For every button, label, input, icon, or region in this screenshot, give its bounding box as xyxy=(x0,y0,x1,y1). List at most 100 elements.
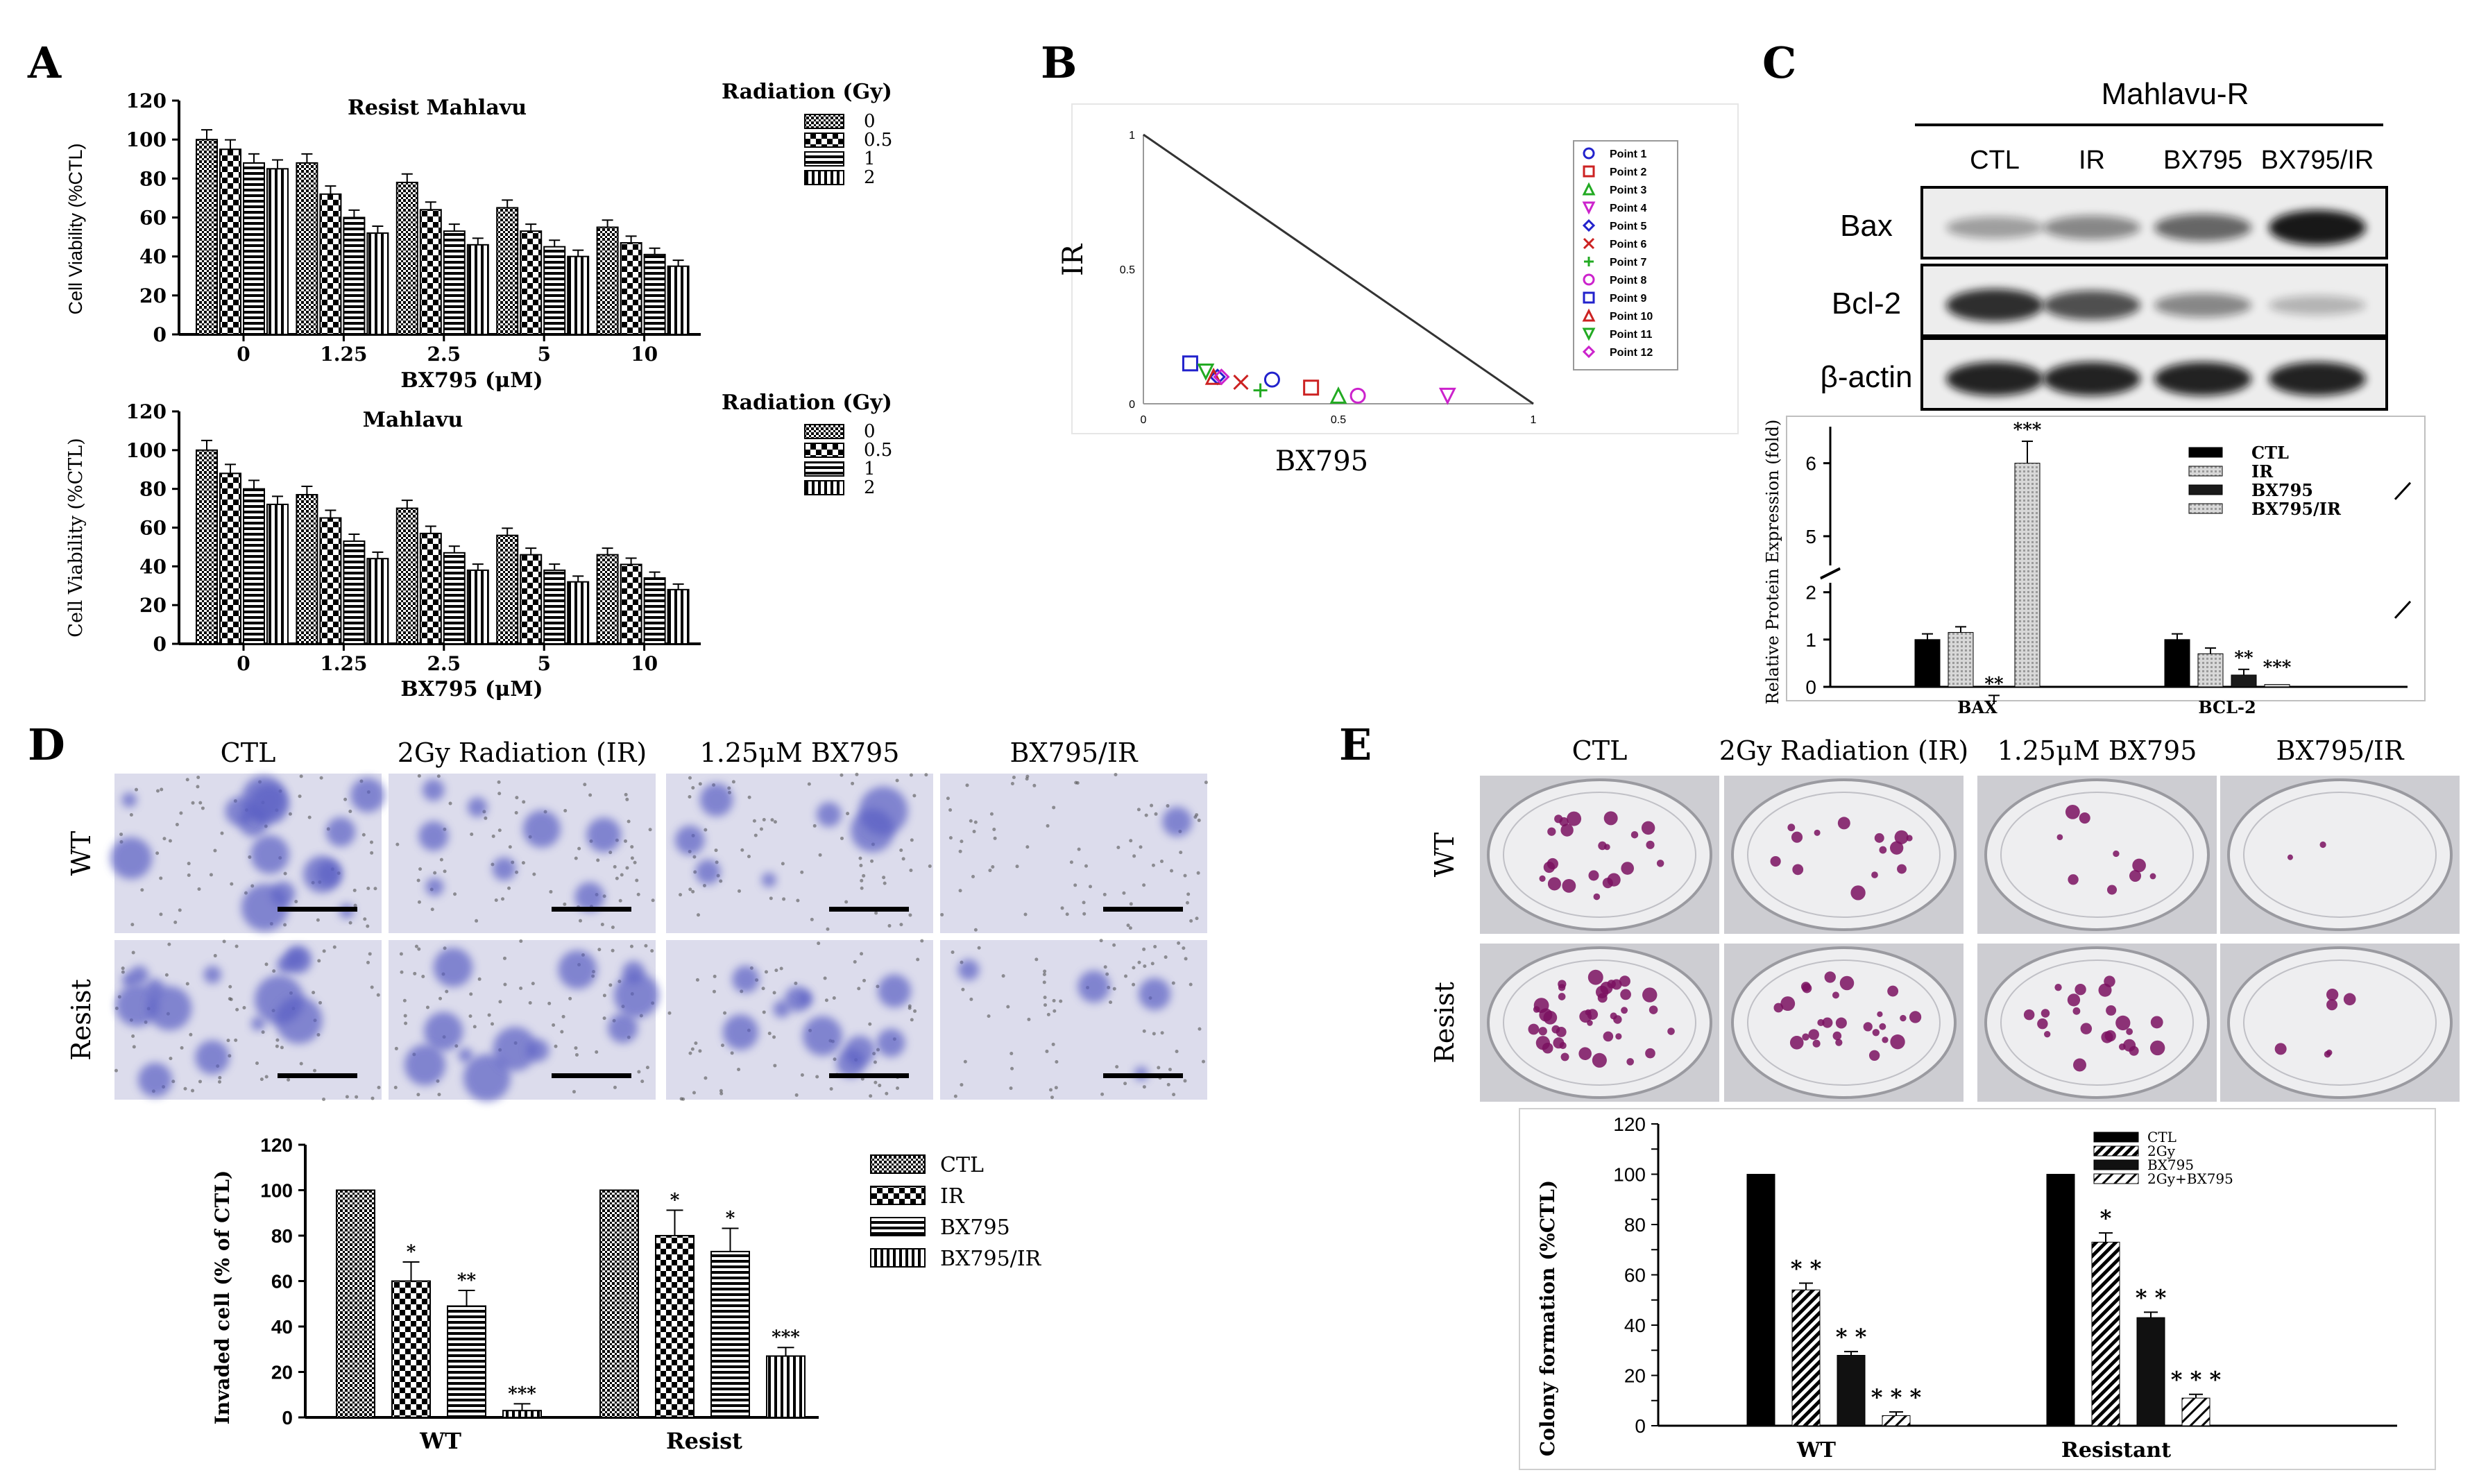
panel-b-isobologram: IR BX795 0 0.5 1 0 0.5 1 Point 1 Point 2 Point 3… xyxy=(1057,103,1739,477)
colony xyxy=(1543,1010,1558,1025)
y-tick-label: 0.5 xyxy=(1120,264,1135,276)
pore xyxy=(988,869,992,873)
pore xyxy=(987,1014,991,1018)
pore xyxy=(1182,946,1186,950)
invaded-cell xyxy=(463,1054,511,1102)
pore xyxy=(645,1066,649,1070)
legend-label: Point 10 xyxy=(1610,311,1653,323)
significance-label: * * xyxy=(1791,1255,1822,1281)
pore xyxy=(737,1067,741,1071)
legend-label: 2 xyxy=(864,167,876,188)
colony xyxy=(1808,1029,1819,1040)
pore xyxy=(1009,1086,1013,1091)
invaded-cell xyxy=(225,796,255,826)
bar xyxy=(266,504,289,645)
point-marker xyxy=(1329,386,1347,404)
pore xyxy=(1166,804,1170,808)
y-tick-label: 0 xyxy=(1129,399,1135,411)
pore xyxy=(767,1032,772,1036)
legend: Radiation (Gy) 00.512 xyxy=(722,391,892,498)
invaded-cell xyxy=(802,1016,843,1056)
pore xyxy=(322,949,326,953)
colony xyxy=(1871,871,1878,878)
pore xyxy=(235,944,239,948)
pore xyxy=(829,1086,833,1091)
invaded-cell xyxy=(433,948,473,987)
pore xyxy=(636,892,640,896)
y-tick-label: 6 xyxy=(1805,453,1816,475)
y-tick-label: 60 xyxy=(1624,1265,1646,1286)
legend-swatch xyxy=(804,461,844,477)
point-marker xyxy=(1182,355,1198,372)
point-marker xyxy=(1583,273,1595,286)
pore xyxy=(491,834,495,838)
colony xyxy=(1890,1034,1905,1050)
pore xyxy=(159,912,163,916)
row-label: β-actin xyxy=(1821,360,1913,394)
pore xyxy=(1046,1012,1050,1016)
bar xyxy=(502,1410,542,1419)
pore xyxy=(1051,1042,1055,1046)
y-tick-label: 60 xyxy=(139,207,167,230)
pore xyxy=(1136,808,1141,812)
pore xyxy=(769,896,773,901)
colony xyxy=(2106,1005,2117,1016)
pore xyxy=(185,982,189,986)
pore xyxy=(250,884,255,888)
point-marker xyxy=(1582,219,1596,232)
pore xyxy=(155,789,160,793)
colony xyxy=(1812,1039,1821,1048)
bar xyxy=(667,265,690,336)
row-label: WT xyxy=(66,831,96,876)
pore xyxy=(1059,999,1063,1003)
y-tick-label: 40 xyxy=(1624,1315,1646,1336)
pore xyxy=(414,944,418,948)
pore xyxy=(352,888,357,892)
dish-inner-rim xyxy=(2000,792,2194,918)
colony xyxy=(1588,870,1599,881)
pore xyxy=(191,1089,195,1093)
bar xyxy=(543,246,566,335)
pore xyxy=(1027,1017,1031,1021)
legend-label: 2Gy+BX795 xyxy=(2147,1170,2233,1187)
pore xyxy=(1137,960,1141,964)
pore xyxy=(248,855,252,859)
colony xyxy=(1770,855,1781,867)
culture-dish xyxy=(1480,776,1719,934)
pore xyxy=(747,855,751,859)
pore xyxy=(403,1014,407,1018)
blot-band xyxy=(2043,215,2140,240)
bar xyxy=(596,226,619,335)
pore xyxy=(169,1057,173,1061)
y-tick-label: 100 xyxy=(260,1180,293,1202)
legend-swatch xyxy=(2093,1159,2139,1170)
pore xyxy=(213,848,217,853)
pore xyxy=(134,787,138,792)
pore xyxy=(1099,939,1103,943)
pore xyxy=(764,970,768,974)
culture-dish xyxy=(1724,944,1963,1102)
legend-label: Point 9 xyxy=(1610,293,1646,305)
chart-frame xyxy=(1786,416,2426,701)
pore xyxy=(1122,891,1126,895)
culture-dish xyxy=(2220,944,2460,1102)
legend-swatch xyxy=(2093,1132,2139,1143)
dish-inner-rim xyxy=(2000,960,2194,1086)
bar xyxy=(395,507,418,645)
pore xyxy=(515,870,519,874)
colony xyxy=(1897,864,1907,874)
pore xyxy=(1089,885,1093,889)
pore xyxy=(131,1034,135,1039)
bar xyxy=(296,162,318,335)
colony xyxy=(2054,984,2062,991)
invaded-cell xyxy=(422,778,445,801)
panel-label-c: C xyxy=(1762,37,1796,88)
x-tick-label: WT xyxy=(1796,1438,1837,1462)
colony xyxy=(1835,1039,1843,1046)
pore xyxy=(318,1000,323,1005)
pore xyxy=(989,812,994,816)
bar xyxy=(2181,1397,2210,1426)
pore xyxy=(633,860,637,864)
legend-label: BX795/IR xyxy=(940,1247,1042,1271)
bar xyxy=(2091,1241,2120,1426)
